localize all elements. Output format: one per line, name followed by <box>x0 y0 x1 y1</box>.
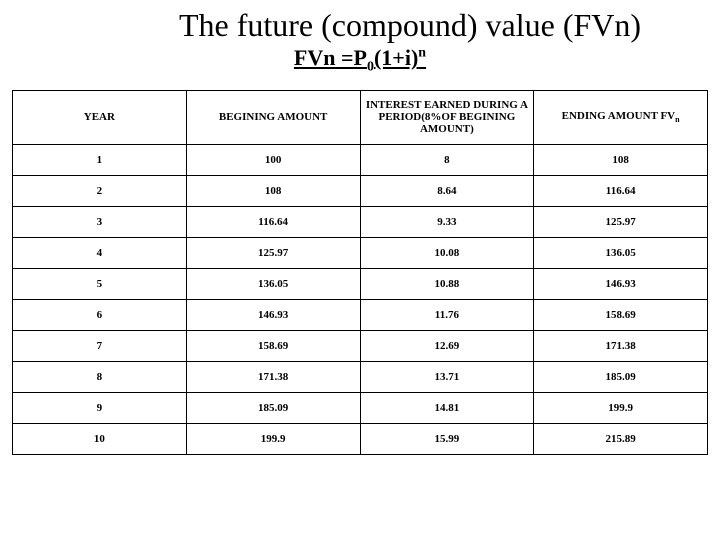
col-interest: INTEREST EARNED DURING A PERIOD(8%OF BEG… <box>360 90 534 144</box>
cell: 13.71 <box>360 361 534 392</box>
cell: 8 <box>13 361 187 392</box>
table-row: 5 136.05 10.88 146.93 <box>13 268 708 299</box>
cell: 15.99 <box>360 423 534 454</box>
cell: 1 <box>13 144 187 175</box>
cell: 10.08 <box>360 237 534 268</box>
cell: 146.93 <box>186 299 360 330</box>
col-ending: ENDING AMOUNT FVn <box>534 90 708 144</box>
cell: 158.69 <box>534 299 708 330</box>
cell: 8 <box>360 144 534 175</box>
cell: 2 <box>13 175 187 206</box>
cell: 116.64 <box>534 175 708 206</box>
header-row: YEAR BEGINING AMOUNT INTEREST EARNED DUR… <box>13 90 708 144</box>
formula-sub0: 0 <box>367 60 374 75</box>
col-year: YEAR <box>13 90 187 144</box>
cell: 171.38 <box>186 361 360 392</box>
cell: 158.69 <box>186 330 360 361</box>
cell: 125.97 <box>534 206 708 237</box>
cell: 199.9 <box>534 392 708 423</box>
cell: 100 <box>186 144 360 175</box>
cell: 8.64 <box>360 175 534 206</box>
cell: 185.09 <box>186 392 360 423</box>
formula-lhs: FVn =P <box>294 45 367 70</box>
table-row: 1 100 8 108 <box>13 144 708 175</box>
formula-supn: n <box>418 46 426 61</box>
cell: 5 <box>13 268 187 299</box>
table-row: 10 199.9 15.99 215.89 <box>13 423 708 454</box>
table-row: 6 146.93 11.76 158.69 <box>13 299 708 330</box>
table-row: 7 158.69 12.69 171.38 <box>13 330 708 361</box>
cell: 116.64 <box>186 206 360 237</box>
cell: 215.89 <box>534 423 708 454</box>
formula-mid: (1+i) <box>374 45 418 70</box>
cell: 12.69 <box>360 330 534 361</box>
cell: 7 <box>13 330 187 361</box>
table-row: 8 171.38 13.71 185.09 <box>13 361 708 392</box>
cell: 10.88 <box>360 268 534 299</box>
table-row: 9 185.09 14.81 199.9 <box>13 392 708 423</box>
table-row: 3 116.64 9.33 125.97 <box>13 206 708 237</box>
table-row: 4 125.97 10.08 136.05 <box>13 237 708 268</box>
cell: 3 <box>13 206 187 237</box>
cell: 199.9 <box>186 423 360 454</box>
fv-table: YEAR BEGINING AMOUNT INTEREST EARNED DUR… <box>12 90 708 455</box>
formula: FVn =P0(1+i)n <box>12 45 708 75</box>
cell: 136.05 <box>186 268 360 299</box>
cell: 171.38 <box>534 330 708 361</box>
slide-title: The future (compound) value (FVn) <box>112 8 708 43</box>
cell: 4 <box>13 237 187 268</box>
table-body: 1 100 8 108 2 108 8.64 116.64 3 116.64 9… <box>13 144 708 454</box>
cell: 14.81 <box>360 392 534 423</box>
cell: 10 <box>13 423 187 454</box>
cell: 185.09 <box>534 361 708 392</box>
table-row: 2 108 8.64 116.64 <box>13 175 708 206</box>
cell: 11.76 <box>360 299 534 330</box>
cell: 6 <box>13 299 187 330</box>
cell: 9.33 <box>360 206 534 237</box>
cell: 125.97 <box>186 237 360 268</box>
cell: 108 <box>186 175 360 206</box>
cell: 9 <box>13 392 187 423</box>
col-begin: BEGINING AMOUNT <box>186 90 360 144</box>
cell: 136.05 <box>534 237 708 268</box>
cell: 146.93 <box>534 268 708 299</box>
cell: 108 <box>534 144 708 175</box>
